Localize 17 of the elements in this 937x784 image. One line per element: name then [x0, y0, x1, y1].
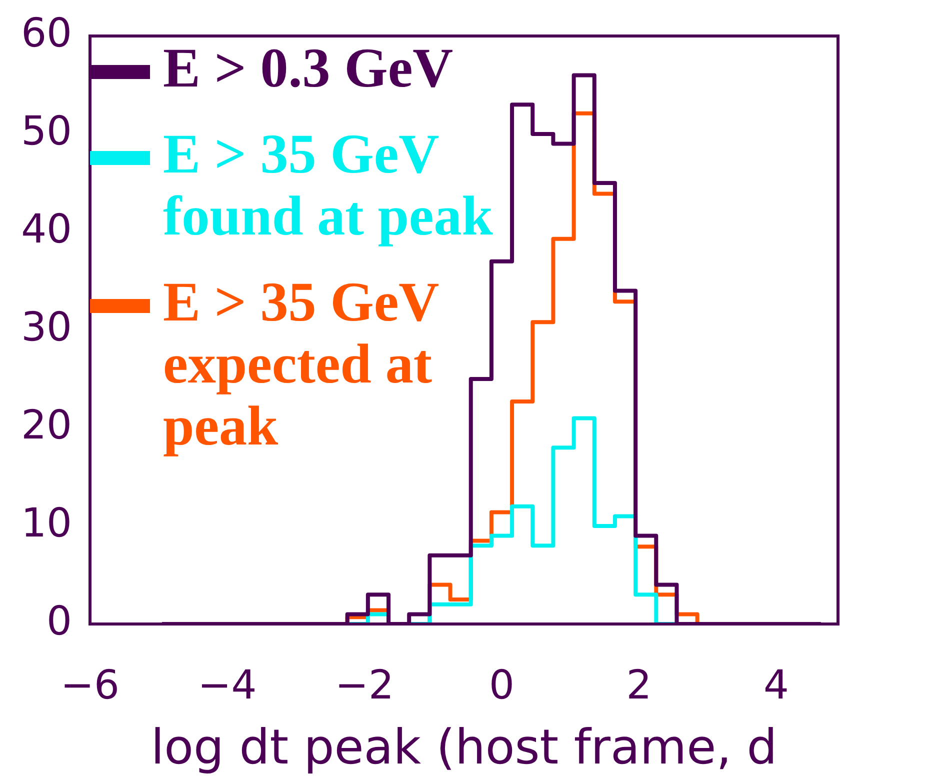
- legend-label: E > 35 GeV expected at peak: [163, 271, 440, 458]
- y-tick-label: 30: [21, 304, 72, 350]
- x-tick-label: 0: [489, 662, 514, 708]
- y-tick-label: 10: [21, 500, 72, 546]
- legend-label: E > 35 GeV found at peak: [163, 123, 494, 248]
- y-tick-label: 50: [21, 108, 72, 154]
- legend-label: E > 0.3 GeV: [163, 37, 454, 100]
- y-tick-label: 0: [46, 598, 72, 644]
- x-tick-label: 4: [764, 662, 789, 708]
- x-tick-label: −6: [60, 662, 120, 708]
- y-tick-label: 20: [21, 402, 72, 448]
- x-tick-label: −4: [198, 662, 257, 708]
- x-tick-label: −2: [335, 662, 394, 708]
- x-axis-title: log dt peak (host frame, d: [150, 720, 778, 776]
- y-tick-label: 60: [21, 10, 72, 56]
- x-tick-label: 2: [626, 662, 652, 708]
- y-tick-label: 40: [21, 206, 72, 252]
